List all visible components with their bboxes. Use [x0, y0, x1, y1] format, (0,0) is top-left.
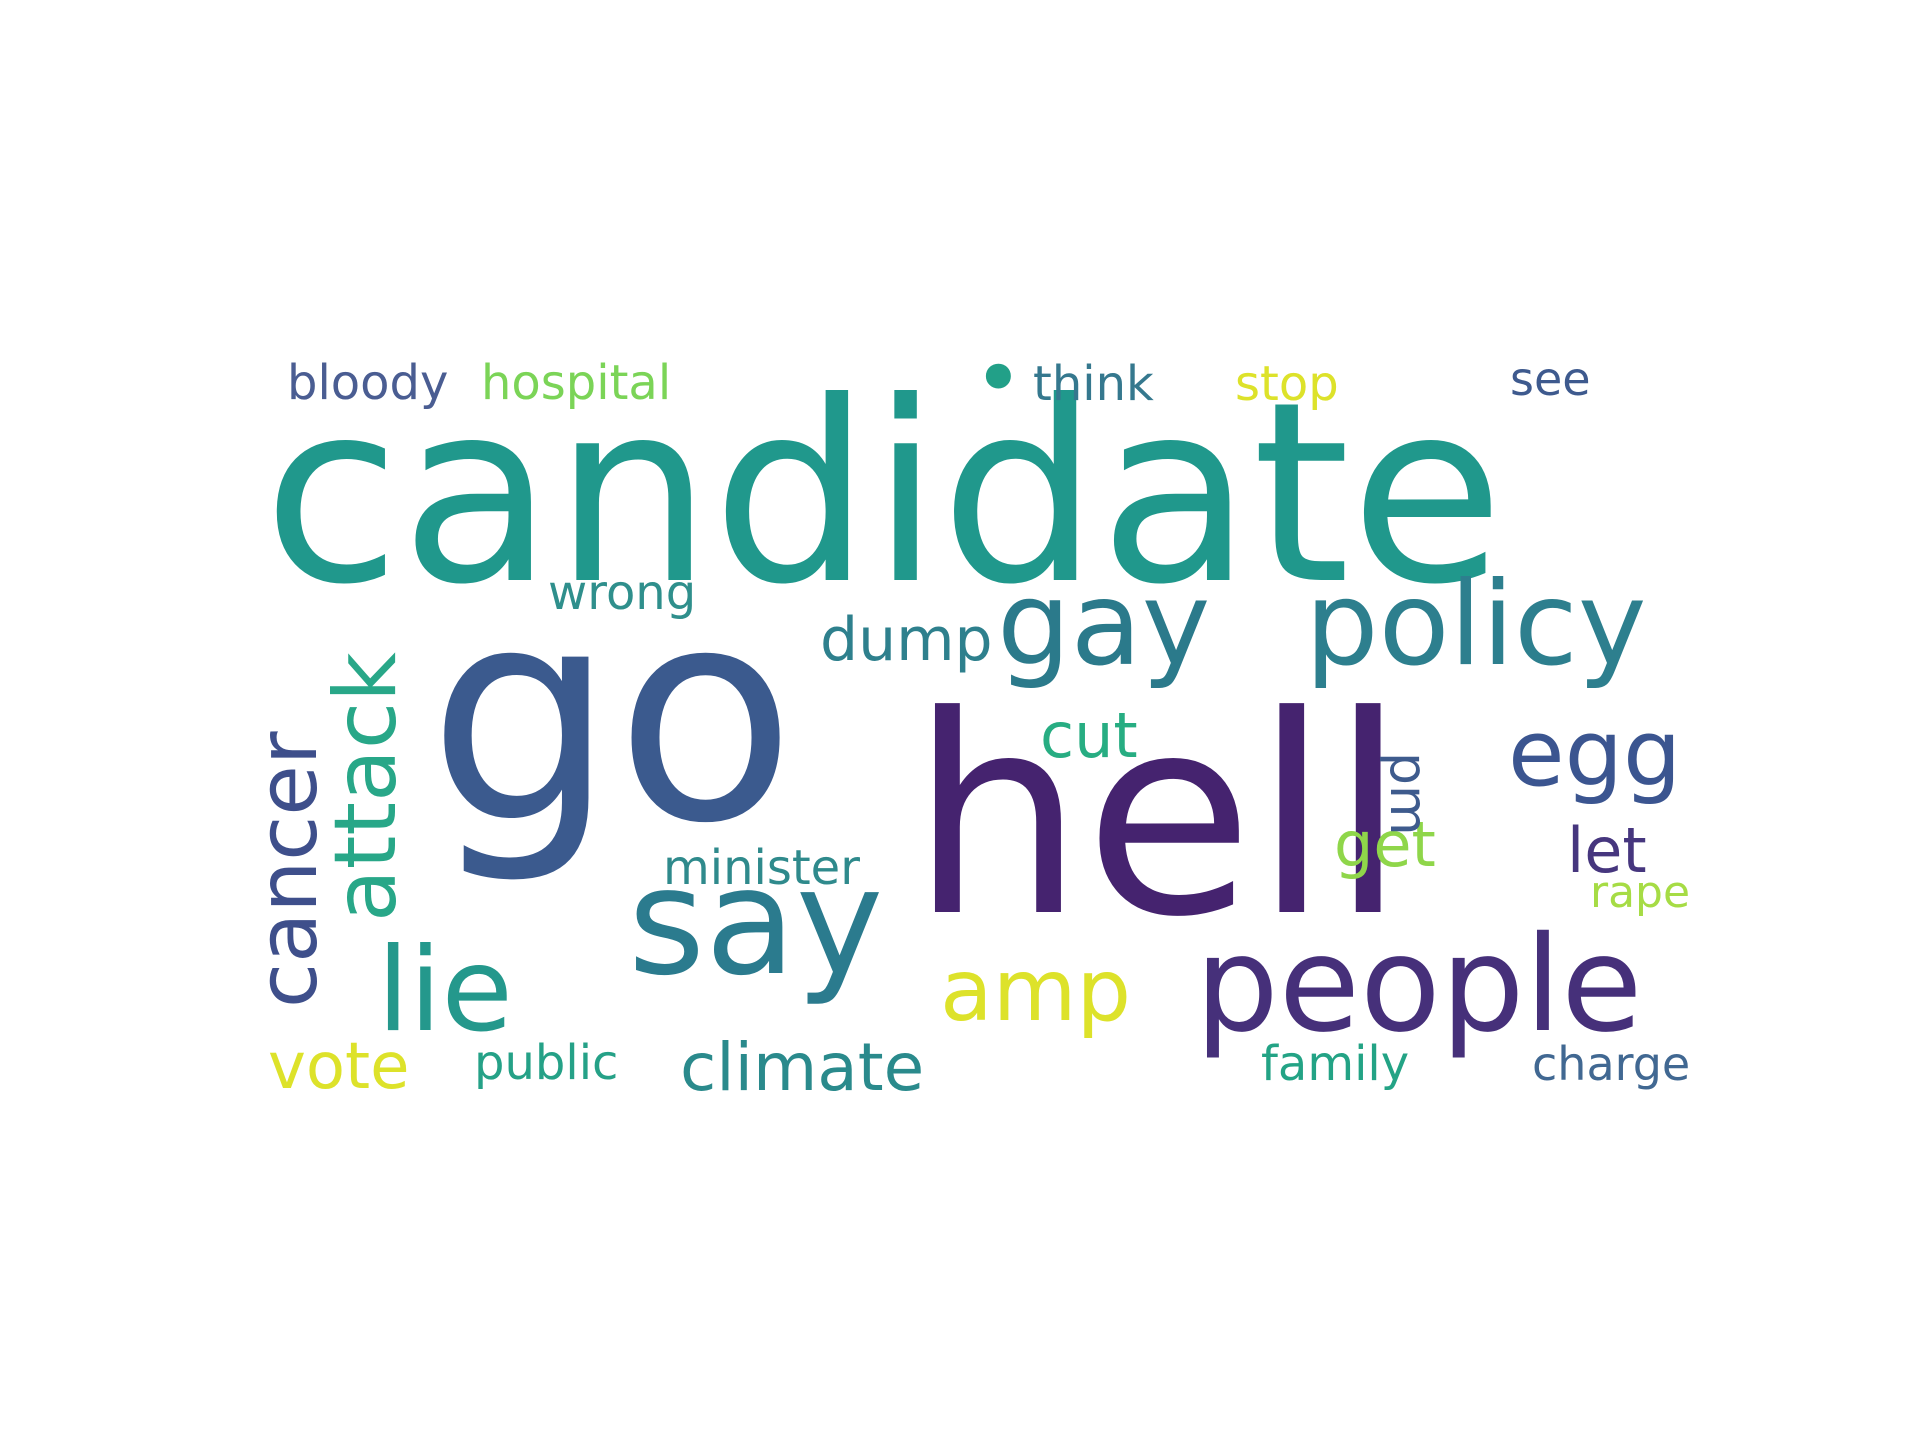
word-attack: attack — [316, 652, 416, 922]
word-wrong: wrong — [548, 565, 696, 621]
word-vote: vote — [268, 1030, 410, 1104]
word-cancer: cancer — [241, 731, 336, 1008]
word-let: let — [1567, 814, 1647, 887]
word-get: get — [1334, 808, 1436, 881]
word-public: public — [474, 1035, 618, 1091]
word-dump: dump — [820, 605, 993, 675]
word-see: see — [1510, 352, 1591, 406]
word-lie: lie — [377, 923, 513, 1058]
word-think: think — [1033, 356, 1154, 412]
word-candidate: candidate — [263, 348, 1504, 639]
word-bullet: • — [973, 329, 1024, 429]
word-rape: rape — [1590, 867, 1690, 918]
word-policy: policy — [1305, 557, 1647, 692]
word-pm: pm — [1378, 752, 1438, 836]
word-say: say — [628, 836, 883, 1008]
word-amp: amp — [940, 941, 1131, 1041]
word-gay: gay — [997, 557, 1210, 692]
word-go: go — [428, 544, 796, 888]
word-people: people — [1195, 908, 1642, 1062]
word-egg: egg — [1508, 700, 1681, 807]
word-hell: hell — [910, 657, 1406, 977]
word-charge: charge — [1532, 1037, 1690, 1091]
word-cut: cut — [1040, 699, 1138, 772]
word-hospital: hospital — [481, 355, 671, 411]
word-minister: minister — [663, 840, 860, 896]
word-bloody: bloody — [287, 355, 448, 411]
word-climate: climate — [680, 1029, 924, 1106]
word-family: family — [1261, 1036, 1409, 1092]
word-stop: stop — [1235, 356, 1339, 412]
